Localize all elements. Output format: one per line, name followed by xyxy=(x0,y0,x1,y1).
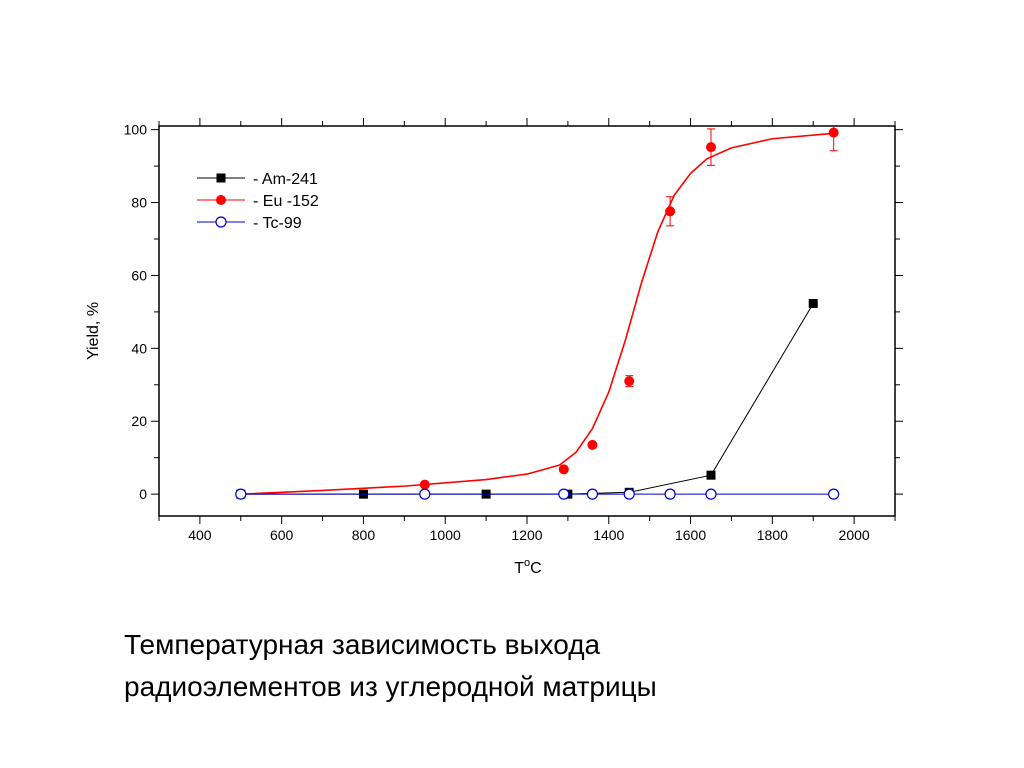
data-point xyxy=(586,488,599,500)
x-tick-label: 600 xyxy=(270,527,294,543)
data-point xyxy=(623,488,635,500)
data-point xyxy=(235,488,247,500)
legend-entry-2: - Tc-99 xyxy=(197,215,302,232)
data-point xyxy=(419,488,431,500)
y-tick-label: 0 xyxy=(139,486,147,502)
y-tick-label: 40 xyxy=(131,340,147,356)
series-0 xyxy=(236,299,818,499)
data-point xyxy=(587,439,598,450)
x-tick-label: 1600 xyxy=(675,527,706,543)
yield-temperature-chart: 400 600 800 1000 1200 1400 1600 1800 2000 0 20 40 60… xyxy=(85,118,903,577)
legend-label: - Am-241 xyxy=(253,171,318,188)
x-axis-title-degree: o xyxy=(524,557,530,569)
legend: - Am-241 - Eu -152 - Tc-99 xyxy=(197,171,319,232)
axes: 400 600 800 1000 1200 1400 1600 1800 2000 0 20 40 60… xyxy=(124,118,903,543)
data-point xyxy=(808,299,818,309)
y-tick-label: 60 xyxy=(131,267,147,283)
x-axis-title-unit: C xyxy=(530,560,542,577)
legend-marker xyxy=(216,173,226,183)
data-point xyxy=(558,464,569,475)
data-point xyxy=(706,470,716,480)
y-tick-label: 20 xyxy=(131,413,147,429)
data-point xyxy=(705,488,717,500)
caption-line-2: радиоэлементов из углеродной матрицы xyxy=(124,671,657,702)
x-tick-label: 1400 xyxy=(593,527,624,543)
data-point xyxy=(828,488,840,500)
y-axis-title: Yield, % xyxy=(85,302,102,360)
legend-marker xyxy=(216,195,226,205)
legend-label: - Tc-99 xyxy=(253,215,302,232)
legend-marker xyxy=(215,216,227,228)
series-fit-curve xyxy=(240,132,834,495)
x-tick-label: 2000 xyxy=(839,527,870,543)
x-axis-title: ToC xyxy=(514,557,541,577)
slide-caption: Температурная зависимость выхода радиоэл… xyxy=(124,624,1004,708)
x-tick-label: 1000 xyxy=(430,527,461,543)
data-point xyxy=(558,488,570,500)
data-point xyxy=(665,206,676,217)
y-tick-label: 80 xyxy=(131,195,147,211)
series-1 xyxy=(235,126,839,500)
data-point xyxy=(624,376,635,387)
data-point xyxy=(419,479,430,490)
legend-entry-0: - Am-241 xyxy=(197,171,318,188)
x-tick-label: 400 xyxy=(188,527,212,543)
data-point xyxy=(664,488,676,500)
x-axis-title-main: T xyxy=(514,560,524,577)
x-tick-label: 800 xyxy=(352,527,376,543)
x-tick-label: 1800 xyxy=(757,527,788,543)
data-series xyxy=(235,126,840,500)
data-point xyxy=(706,142,716,153)
caption-line-1: Температурная зависимость выхода xyxy=(124,629,601,660)
series-line xyxy=(240,303,814,495)
legend-label: - Eu -152 xyxy=(253,193,319,210)
legend-entry-1: - Eu -152 xyxy=(197,193,319,210)
x-tick-label: 1200 xyxy=(511,527,542,543)
series-2 xyxy=(235,488,840,500)
data-point xyxy=(828,127,839,138)
y-tick-label: 100 xyxy=(124,122,148,138)
